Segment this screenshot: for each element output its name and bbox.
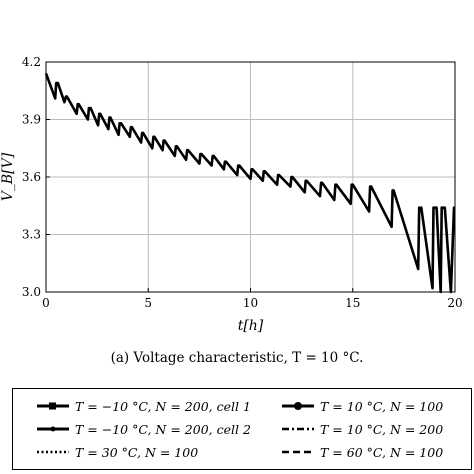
figure-caption: (a) Voltage characteristic, T = 10 °C.: [110, 350, 364, 366]
legend-label: T = −10 °C, N = 200, cell 2: [75, 421, 251, 437]
x-tick-label: 0: [42, 296, 50, 310]
legend-label: T = 10 °C, N = 100: [320, 398, 444, 414]
legend-label: T = 10 °C, N = 200: [320, 421, 444, 437]
legend-swatch-dashed: [282, 450, 314, 454]
y-tick-label: 3.6: [22, 170, 41, 184]
y-tick-label: 3.0: [22, 285, 41, 299]
x-tick-label: 15: [345, 296, 360, 310]
legend-label: T = −10 °C, N = 200, cell 1: [75, 398, 251, 414]
y-tick-label: 3.9: [22, 113, 41, 127]
legend-item: T = 10 °C, N = 200: [280, 420, 443, 438]
legend-item: T = 10 °C, N = 100: [280, 397, 443, 415]
legend-item: T = 60 °C, N = 100: [280, 443, 443, 461]
x-axis-label: t[h]: [238, 318, 264, 334]
legend-swatch-solid-dot: [37, 426, 69, 432]
y-tick-label: 3.3: [22, 228, 41, 242]
legend-swatch-solid-square: [37, 402, 69, 410]
legend-item: T = −10 °C, N = 200, cell 2: [35, 420, 251, 438]
x-tick-label: 10: [243, 296, 258, 310]
tick-labels: 0 5 10 15 20 3.0 3.3 3.6 3.9 4.2: [22, 55, 463, 310]
y-tick-label: 4.2: [22, 55, 41, 69]
plot-frame: [45, 61, 456, 293]
legend-swatch-dashdot: [282, 427, 314, 431]
legend-swatch-solid-circle: [282, 402, 314, 410]
legend: T = −10 °C, N = 200, cell 1 T = 10 °C, N…: [12, 388, 472, 470]
legend-swatch-dotted: [37, 450, 69, 454]
legend-label: T = 60 °C, N = 100: [320, 444, 444, 460]
series-layer: [44, 73, 456, 294]
voltage-chart: 0 5 10 15 20 3.0 3.3 3.6 3.9 4.2 t[h] V_B[V]: [0, 55, 463, 334]
x-tick-label: 5: [144, 296, 152, 310]
y-axis-label: V_B[V]: [0, 152, 16, 201]
legend-item: T = −10 °C, N = 200, cell 1: [35, 397, 251, 415]
legend-label: T = 30 °C, N = 100: [75, 444, 199, 460]
x-tick-label: 20: [447, 296, 462, 310]
legend-item: T = 30 °C, N = 100: [35, 443, 198, 461]
series-line: [44, 73, 456, 294]
